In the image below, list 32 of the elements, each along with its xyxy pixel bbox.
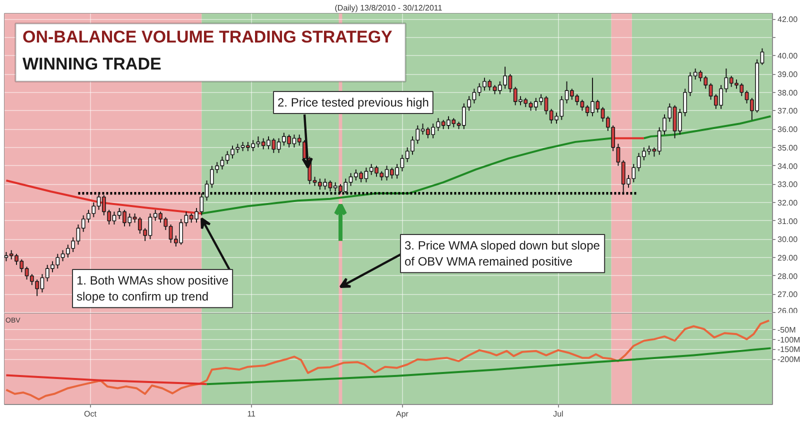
annotation: 2. Price tested previous high bbox=[278, 96, 429, 110]
y-tick-label: 31.00 bbox=[778, 216, 798, 226]
annotation: 1. Both WMAs show positive slope to confirm up trend bbox=[76, 274, 229, 304]
y-tick-label: -100M bbox=[778, 335, 800, 344]
line-series bbox=[5, 374, 208, 386]
x-tick-label: 11 bbox=[247, 410, 256, 418]
y-tick-label: 27.00 bbox=[778, 290, 798, 300]
y-tick-label: 37.00 bbox=[778, 106, 798, 116]
y-tick-label: 28.00 bbox=[778, 272, 798, 281]
text: ON-BALANCE VOLUME TRADING STRATEGY bbox=[22, 28, 394, 46]
x-tick-label: Jul bbox=[553, 410, 564, 418]
text: (Daily) 13/8/2010 - 30/12/2011 bbox=[334, 4, 443, 12]
y-tick-label: 34.00 bbox=[778, 162, 798, 171]
y-tick-label: 38.00 bbox=[778, 88, 798, 98]
line-series bbox=[206, 347, 772, 386]
y-tick-label: -150M bbox=[778, 345, 800, 354]
x-tick-label: Oct bbox=[84, 410, 98, 418]
y-tick-label: 42.00 bbox=[778, 15, 798, 24]
y-tick-label: -200M bbox=[778, 354, 800, 364]
y-tick-label: -50M bbox=[778, 325, 796, 334]
y-tick-label: 40.00 bbox=[778, 52, 798, 61]
y-tick-label: 30.00 bbox=[778, 235, 798, 244]
y-tick-label: 29.00 bbox=[778, 254, 798, 263]
line-series bbox=[5, 320, 770, 400]
y-tick-label: 36.00 bbox=[778, 125, 798, 134]
y-tick-label: 39.00 bbox=[778, 70, 798, 80]
y-tick-label: 35.00 bbox=[778, 143, 798, 152]
y-tick-label: 32.00 bbox=[778, 198, 798, 208]
text: WINNING TRADE bbox=[22, 54, 162, 74]
annotation: 3. Price WMA sloped down but slope of OBV WMA remained positive bbox=[404, 238, 600, 269]
y-tick-label: 33.00 bbox=[778, 180, 798, 190]
x-tick-label: Apr bbox=[396, 410, 409, 418]
